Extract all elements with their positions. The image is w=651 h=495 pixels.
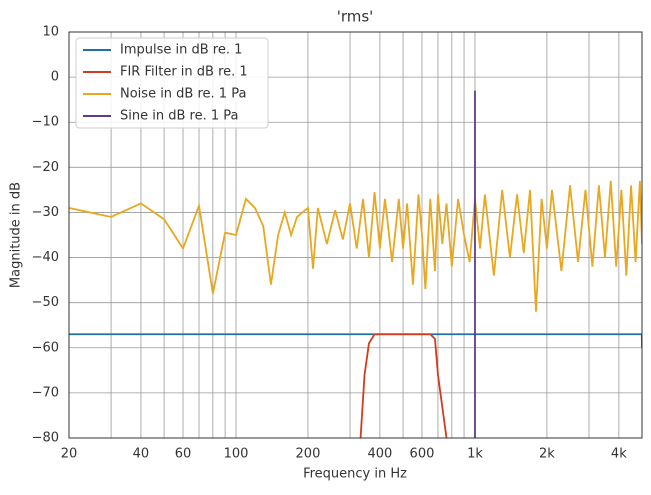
- series-line: [69, 180, 642, 312]
- x-tick-label: 4k: [611, 447, 627, 462]
- x-tick-label: 2k: [539, 447, 555, 462]
- x-tick-label: 60: [175, 447, 192, 462]
- y-tick-label: −30: [32, 205, 59, 220]
- legend-label: Sine in dB re. 1 Pa: [120, 109, 238, 124]
- y-tick-label: 0: [51, 70, 59, 85]
- y-tick-label: −60: [32, 340, 59, 355]
- y-tick-label: −20: [32, 160, 59, 175]
- x-tick-label: 1k: [467, 447, 483, 462]
- y-axis-label: Magnitude in dB: [9, 182, 24, 288]
- legend-box: [75, 37, 269, 129]
- y-tick-label: −50: [32, 295, 59, 310]
- x-tick-label: 40: [133, 447, 150, 462]
- series-line: [69, 333, 642, 348]
- y-tick-label: −80: [32, 431, 59, 446]
- x-tick-label: 400: [367, 447, 392, 462]
- legend-label: Noise in dB re. 1 Pa: [120, 87, 246, 102]
- chart-title: 'rms': [337, 8, 374, 26]
- y-tick-label: −70: [32, 385, 59, 400]
- legend-label: FIR Filter in dB re. 1: [120, 65, 248, 80]
- y-tick-label: −40: [32, 250, 59, 265]
- x-tick-label: 100: [224, 447, 249, 462]
- x-tick-label: 20: [61, 447, 78, 462]
- legend-label: Impulse in dB re. 1: [120, 43, 242, 58]
- series-line: [359, 333, 448, 438]
- x-tick-label: 200: [296, 447, 321, 462]
- y-tick-label: 10: [42, 25, 59, 40]
- y-tick-label: −10: [32, 115, 59, 130]
- plot-frame: [68, 31, 643, 439]
- x-tick-label: 600: [410, 447, 435, 462]
- x-axis-label: Frequency in Hz: [303, 467, 407, 482]
